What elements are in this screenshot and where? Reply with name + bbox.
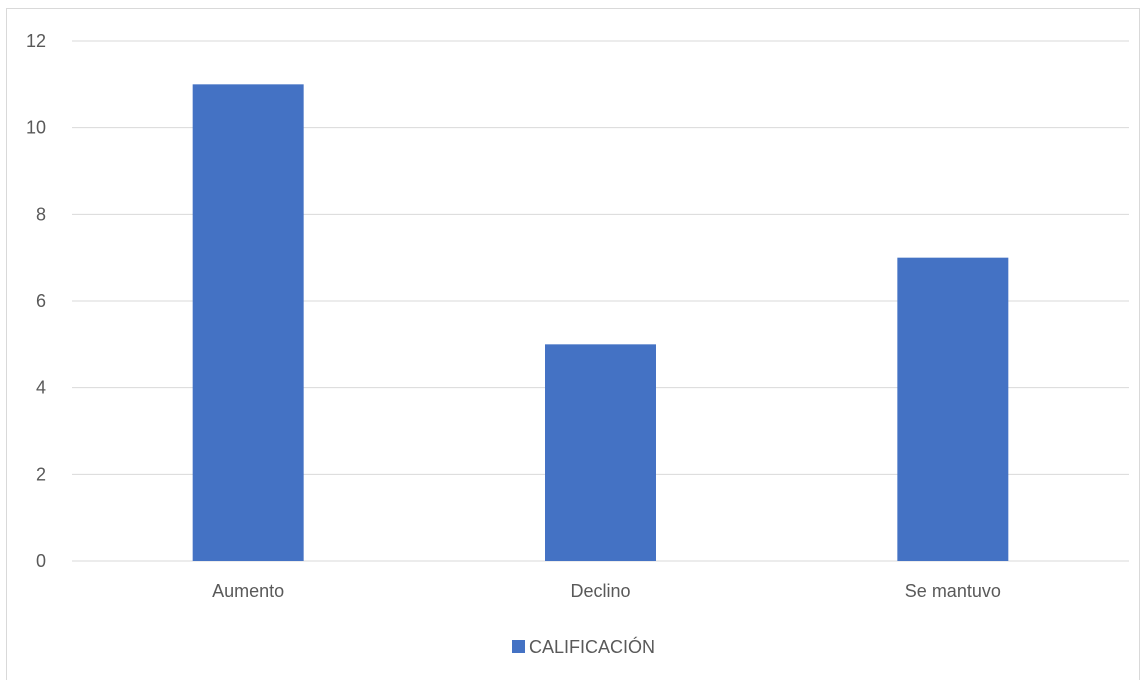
y-tick-label: 2 [36, 464, 46, 484]
legend: CALIFICACIÓN [512, 636, 655, 657]
x-tick-label: Se mantuvo [905, 581, 1001, 601]
bars [192, 84, 1009, 561]
y-tick-label: 8 [36, 204, 46, 224]
y-tick-label: 4 [36, 378, 46, 398]
x-tick-label: Declino [570, 581, 630, 601]
bar-aumento [192, 84, 304, 561]
bar-se-mantuvo [897, 257, 1009, 561]
x-axis-ticks: Aumento Declino Se mantuvo [212, 581, 1001, 601]
x-tick-label: Aumento [212, 581, 284, 601]
bar-declino [545, 344, 656, 561]
legend-swatch [512, 640, 525, 653]
y-tick-label: 6 [36, 291, 46, 311]
y-tick-label: 12 [26, 31, 46, 51]
y-tick-label: 0 [36, 551, 46, 571]
legend-label: CALIFICACIÓN [529, 636, 655, 657]
y-tick-label: 10 [26, 118, 46, 138]
y-axis-ticks: 0 2 4 6 8 10 12 [26, 31, 46, 571]
